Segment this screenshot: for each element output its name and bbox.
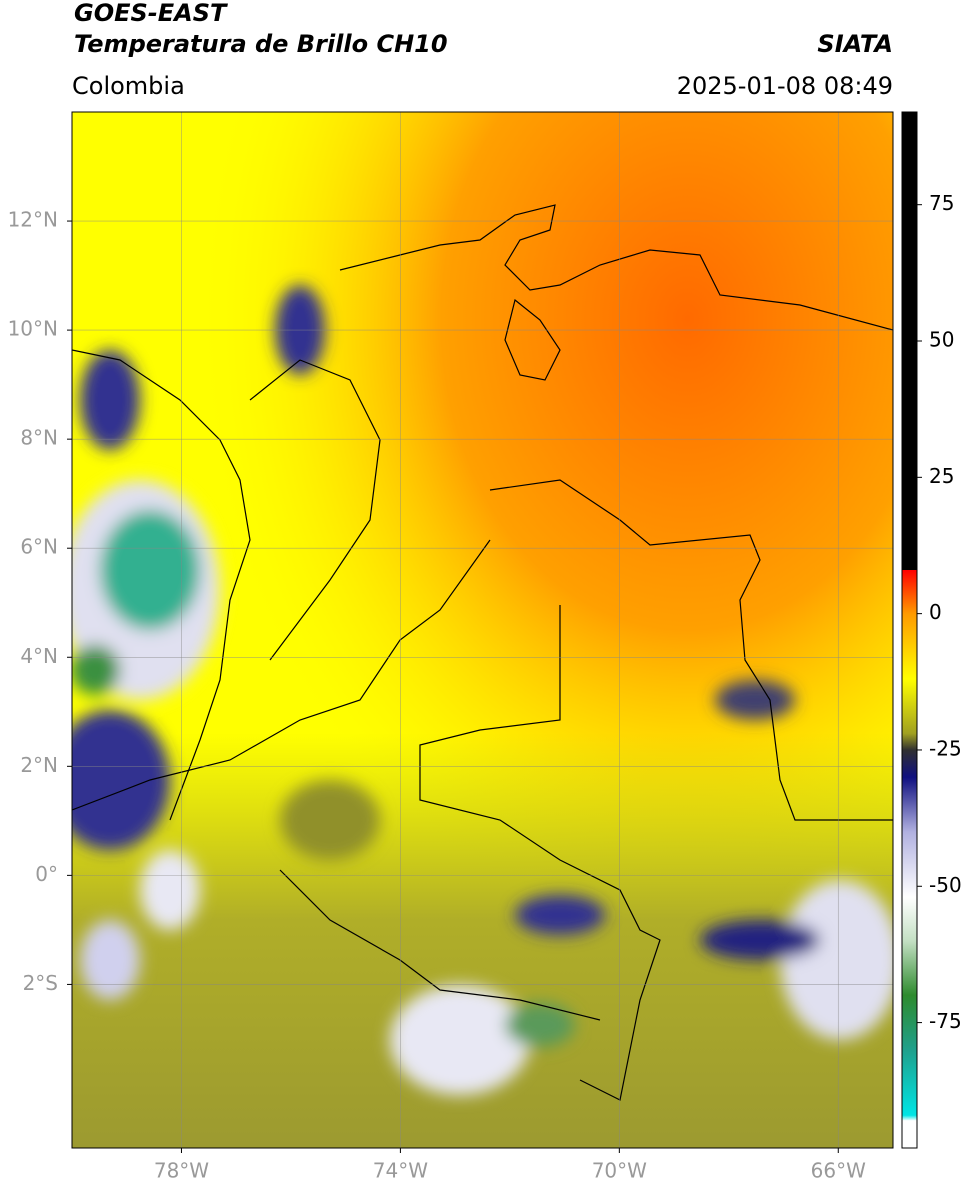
lon-tick-label: 70°W	[592, 1159, 647, 1183]
colorbar-tick-label: 50	[929, 328, 954, 352]
satellite-image	[72, 112, 893, 1148]
map-frame	[71, 111, 894, 1149]
region: Colombia	[72, 72, 185, 100]
title: GOES-EAST	[74, 0, 228, 27]
lat-tick-label: 12°N	[8, 208, 58, 232]
lat-tick-label: 2°S	[23, 971, 58, 995]
colorbar-tick-label: -75	[929, 1009, 962, 1033]
lat-tick-label: 4°N	[20, 644, 58, 668]
timestamp: 2025-01-08 08:49	[677, 72, 893, 100]
colorbar-tick-label: -25	[929, 736, 962, 760]
colorbar-tick-label: 75	[929, 191, 954, 215]
lat-tick-label: 0°	[35, 862, 58, 886]
colorbar-tick-label: 25	[929, 464, 954, 488]
lon-tick-label: 78°W	[154, 1159, 209, 1183]
colorbar-tick-label: -50	[929, 873, 962, 897]
source: SIATA	[817, 30, 893, 58]
title: Temperatura de Brillo CH10	[74, 30, 448, 58]
colorbar-tick-label: 0	[929, 600, 942, 624]
lat-tick-label: 6°N	[20, 535, 58, 559]
lat-tick-label: 10°N	[8, 317, 58, 341]
lat-tick-label: 2°N	[20, 753, 58, 777]
colorbar	[901, 111, 918, 1149]
lat-tick-label: 8°N	[20, 426, 58, 450]
lon-tick-label: 74°W	[373, 1159, 428, 1183]
lon-tick-label: 66°W	[811, 1159, 866, 1183]
